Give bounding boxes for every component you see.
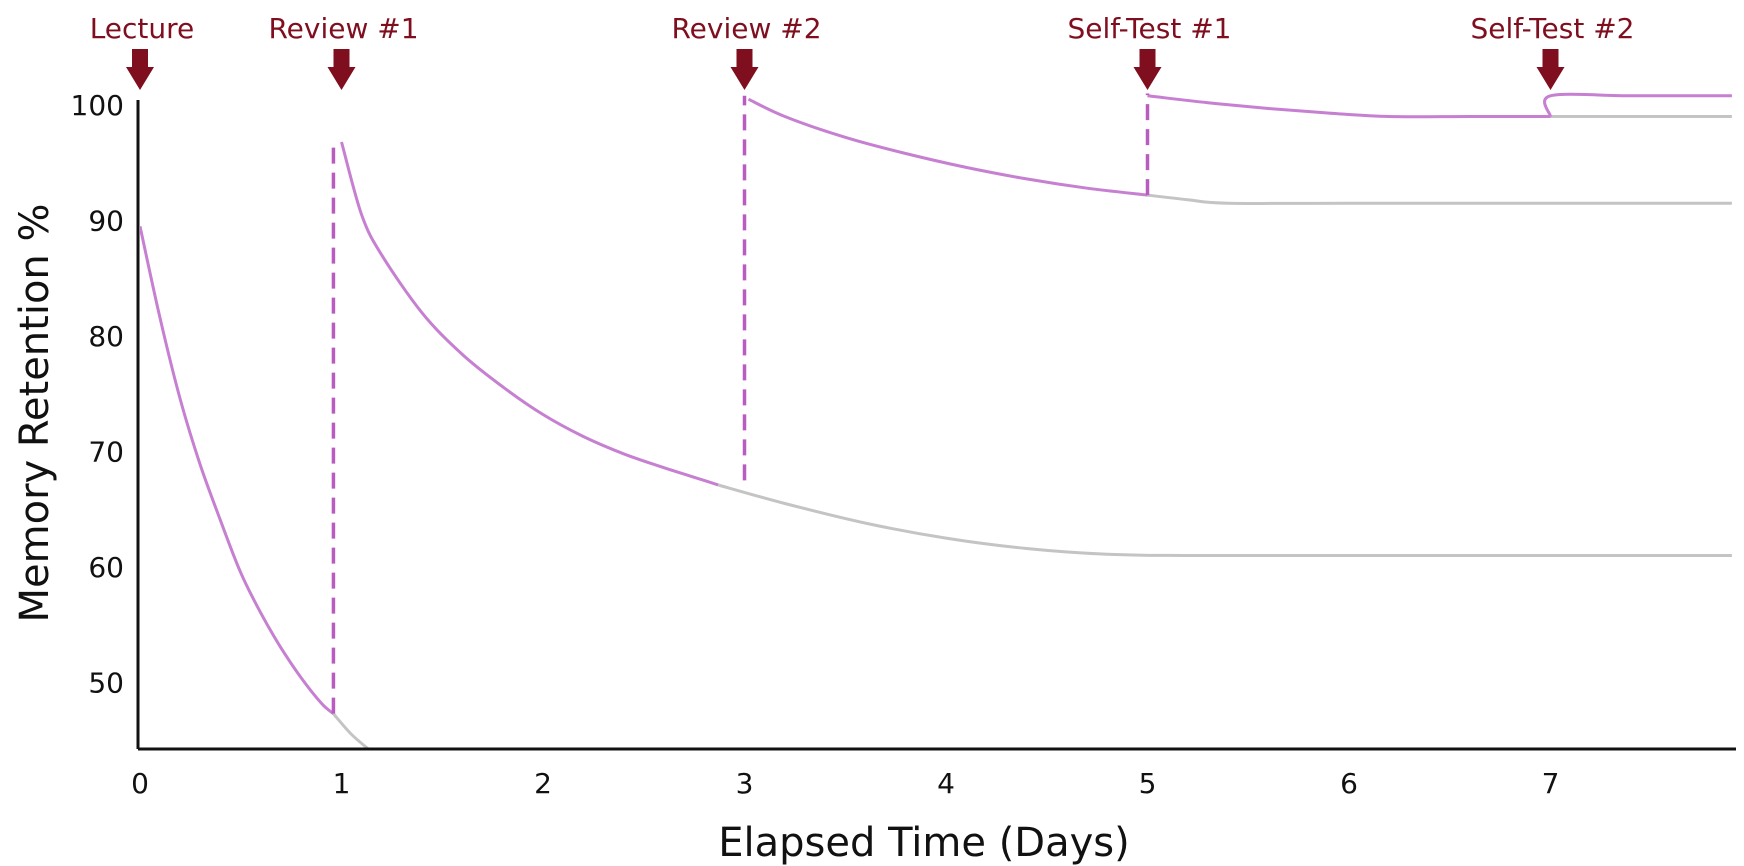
x-tick-label-7: 7 <box>1542 767 1560 800</box>
event-annotation-4: Self-Test #1 <box>1068 12 1232 90</box>
event-arrow-icon <box>730 49 759 90</box>
series-line-6-forgetting <box>1147 193 1732 205</box>
series-line-5-reviewed <box>747 97 1148 197</box>
event-arrow-icon <box>327 49 356 90</box>
series-line-1-reviewed <box>140 225 335 715</box>
series-line-9-reviewed <box>1543 92 1732 117</box>
event-label: Self-Test #2 <box>1471 12 1635 45</box>
event-annotations: Lecture Review #1 Review #2 Self-Test #1 Sel… <box>90 12 1635 90</box>
y-tick-label-70: 70 <box>88 436 124 469</box>
y-tick-label-50: 50 <box>88 667 124 700</box>
x-tick-label-2: 2 <box>534 767 552 800</box>
event-label: Lecture <box>90 12 195 45</box>
tick-labels: 0 1 2 3 4 5 6 7 50 60 70 80 90 100 <box>71 89 1560 800</box>
x-axis-title: Elapsed Time (Days) <box>718 820 1129 866</box>
y-tick-label-80: 80 <box>88 320 124 353</box>
series-line-4-forgetting <box>717 483 1732 558</box>
event-annotation-2: Review #1 <box>268 12 419 90</box>
chart-marks <box>140 92 1732 749</box>
event-label: Review #1 <box>268 12 418 45</box>
x-tick-label-6: 6 <box>1340 767 1358 800</box>
x-tick-label-4: 4 <box>937 767 955 800</box>
event-label: Review #2 <box>671 12 821 45</box>
event-arrow-icon <box>126 49 154 90</box>
event-label: Self-Test #1 <box>1068 12 1232 45</box>
x-tick-label-3: 3 <box>736 767 754 800</box>
y-tick-label-100: 100 <box>71 89 124 122</box>
event-arrow-icon <box>1133 49 1162 90</box>
event-annotation-5: Self-Test #2 <box>1471 12 1635 90</box>
event-annotation-3: Review #2 <box>671 12 822 90</box>
x-tick-label-0: 0 <box>131 767 149 800</box>
x-tick-label-1: 1 <box>333 767 351 800</box>
x-tick-label-5: 5 <box>1139 767 1157 800</box>
chart-axes <box>136 100 1736 751</box>
series-line-3-reviewed <box>340 141 719 487</box>
event-annotation-1: Lecture <box>90 12 195 90</box>
series-line-2-forgetting <box>332 712 371 749</box>
y-axis-title: Memory Retention % <box>12 204 58 623</box>
y-tick-label-60: 60 <box>88 551 124 584</box>
event-arrow-icon <box>1536 49 1565 90</box>
y-tick-label-90: 90 <box>88 205 124 238</box>
series-line-7-reviewed <box>1147 94 1551 119</box>
